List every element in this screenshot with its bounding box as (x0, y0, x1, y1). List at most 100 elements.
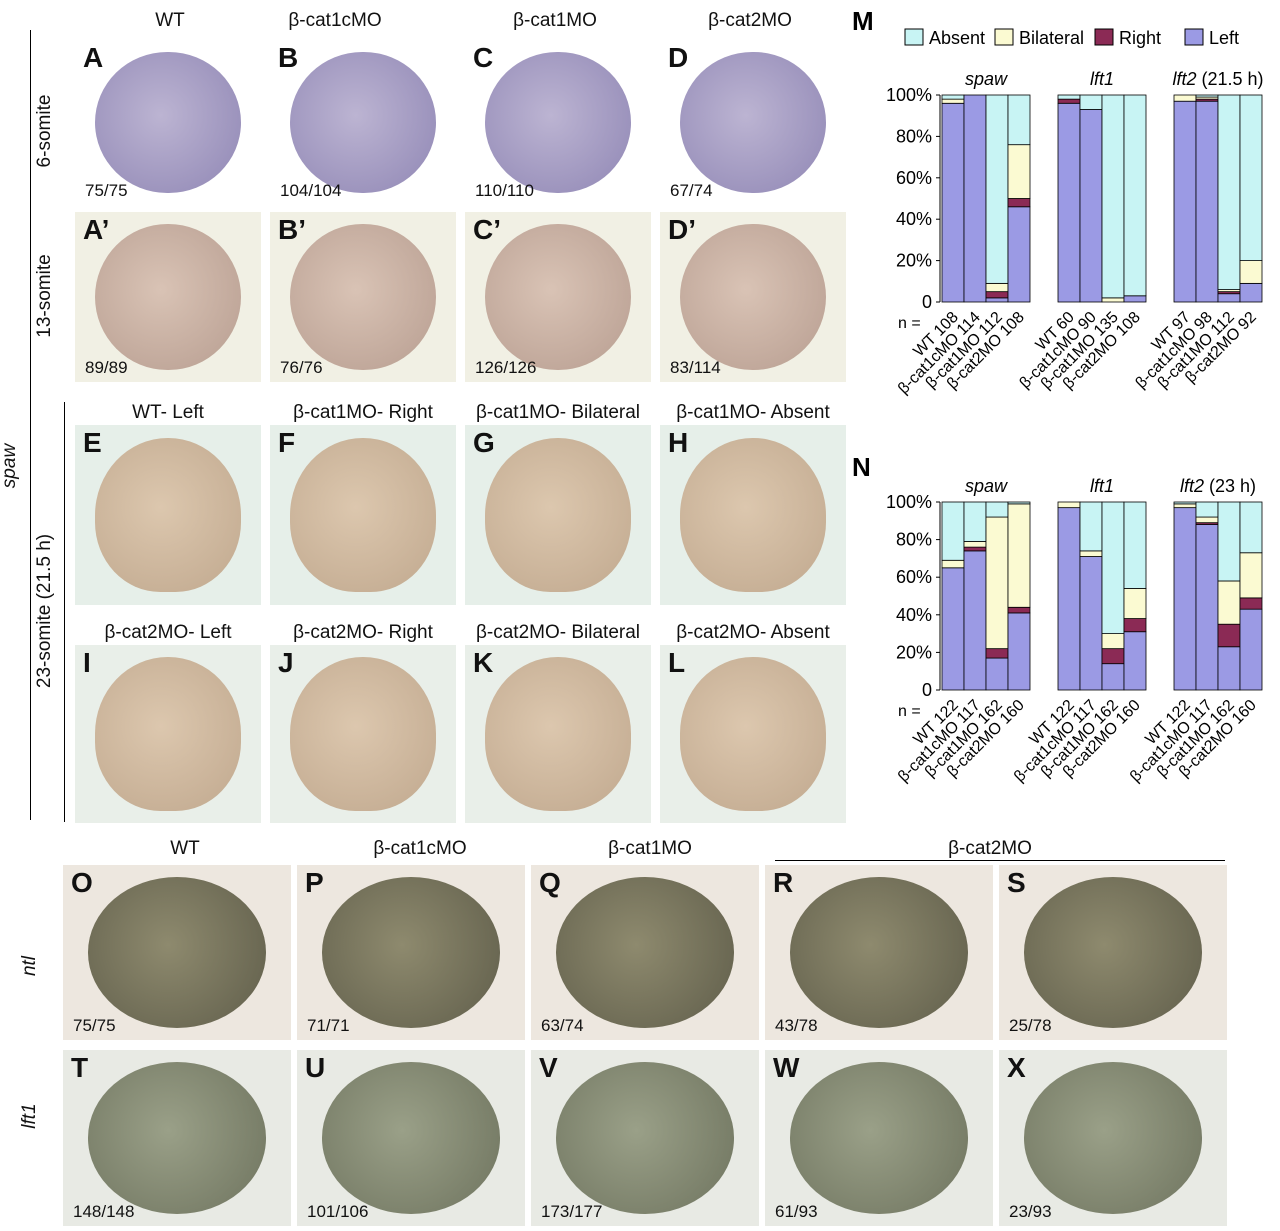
panel-13somite: D’ 83/114 (660, 212, 846, 382)
n-label: n = (898, 703, 921, 720)
legend-label: Right (1119, 28, 1161, 48)
y-tick-label: 80% (896, 126, 932, 146)
col-title-wt: WT (155, 10, 185, 31)
legend-label: Left (1209, 28, 1239, 48)
bar-segment-absent (1239, 94, 1263, 262)
bar-segment-left (1057, 102, 1081, 303)
group-title: lft1 (1090, 476, 1114, 496)
group-title: lft1 (1090, 69, 1114, 89)
bar-segment-absent (941, 94, 965, 100)
y-tick-label: 20% (896, 642, 932, 662)
bottom-title-wt: WT (170, 838, 200, 859)
embryo-image (290, 51, 436, 194)
bottom-title-bcat1c: β-cat1cMO (373, 838, 467, 859)
embryo-image (95, 437, 241, 593)
legend-label: Bilateral (1019, 28, 1084, 48)
panel-letter: F (278, 427, 296, 458)
embryo-image (322, 877, 500, 1028)
panel-6somite: A 75/75 (75, 40, 261, 205)
bar-segment-absent (1173, 501, 1197, 505)
bar-segment-left (1079, 556, 1103, 691)
col-title-bcat1c: β-cat1cMO (288, 10, 382, 31)
y-tick-label: 0 (922, 680, 932, 700)
bar-segment-right (1123, 618, 1147, 633)
y-tick-label: 0 (922, 292, 932, 312)
bar-segment-bilateral (1173, 94, 1197, 102)
panel-23somite: H (660, 425, 846, 605)
bar-segment-right (985, 648, 1009, 659)
y-tick-label: 20% (896, 251, 932, 271)
bar-segment-absent (1217, 94, 1241, 290)
panel-letter: A’ (83, 214, 110, 245)
panel-ntl: P 71/71 (297, 865, 525, 1040)
panel-lft1: W 61/93 (765, 1050, 993, 1226)
bar-segment-absent (1123, 501, 1147, 589)
embryo-image (556, 1062, 734, 1214)
panel-6somite: D 67/74 (660, 40, 846, 205)
y-tick-label: 40% (896, 209, 932, 229)
panel-13somite: A’ 89/89 (75, 212, 261, 382)
panel-count: 173/177 (541, 1202, 603, 1221)
bar-segment-left (1173, 100, 1197, 303)
panel-23somite: E (75, 425, 261, 605)
panel-count: 43/78 (775, 1016, 818, 1035)
bar-segment-absent (985, 501, 1009, 518)
embryo-image (680, 437, 826, 593)
panel-lft1: V 173/177 (531, 1050, 759, 1226)
bar-segment-bilateral (1101, 633, 1125, 650)
bar-segment-bilateral (985, 282, 1009, 293)
bottom-title-bcat2: β-cat2MO (948, 838, 1032, 859)
panel-23somite: G (465, 425, 651, 605)
y-tick-label: 100% (886, 85, 932, 105)
panel-23somite: F (270, 425, 456, 605)
bar-segment-bilateral (1217, 580, 1241, 625)
panel-lft1: X 23/93 (999, 1050, 1227, 1226)
bar-segment-absent (1217, 501, 1241, 582)
bar-segment-right (1007, 198, 1031, 208)
bar-segment-right (1239, 597, 1263, 610)
embryo-image (290, 657, 436, 811)
panel-title: β-cat2MO- Left (104, 622, 232, 643)
chart-m: M Absent Bilateral Right Left 0 20% 40% 60% 80% 10… (852, 6, 1264, 398)
panel-letter: T (71, 1052, 89, 1083)
panel-letter: S (1007, 867, 1026, 898)
panel-title: β-cat2MO- Right (293, 622, 433, 643)
panel-count: 101/106 (307, 1202, 369, 1221)
bottom-title-bcat1: β-cat1MO (608, 838, 692, 859)
bar-segment-absent (1195, 501, 1219, 518)
panel-count: 148/148 (73, 1202, 135, 1221)
panel-letter: W (773, 1052, 800, 1083)
embryo-image (680, 657, 826, 811)
panel-23somite: L (660, 645, 846, 823)
legend-swatch (904, 28, 924, 46)
panel-count: 76/76 (280, 358, 323, 377)
row-label-13somite: 13-somite (34, 254, 55, 338)
bar-segment-bilateral (1239, 552, 1263, 599)
embryo-image (290, 437, 436, 593)
panel-ntl: S 25/78 (999, 865, 1227, 1040)
row-label-6somite: 6-somite (34, 94, 55, 168)
col-title-bcat1: β-cat1MO (513, 10, 597, 31)
bar-segment-absent (1057, 94, 1081, 100)
bar-segment-left (1195, 100, 1219, 303)
row-label-ntl: ntl (19, 955, 40, 977)
panel-count: 71/71 (307, 1016, 350, 1035)
bar-segment-left (1123, 631, 1147, 691)
bar-segment-absent (1123, 94, 1147, 297)
panel-count: 61/93 (775, 1202, 818, 1221)
bar-segment-absent (941, 501, 965, 561)
panel-letter: B (278, 42, 299, 73)
bar-segment-left (985, 297, 1009, 303)
embryo-image (485, 437, 631, 593)
bar-segment-left (1007, 612, 1031, 691)
panel-letter: H (668, 427, 689, 458)
bar-segment-bilateral (941, 559, 965, 569)
panel-ntl: Q 63/74 (531, 865, 759, 1040)
embryo-image (88, 1062, 266, 1214)
panel-count: 104/104 (280, 181, 342, 200)
panel-lft1: U 101/106 (297, 1050, 525, 1226)
bar-segment-absent (1007, 94, 1031, 146)
bracket-line-spaw (30, 30, 31, 820)
bar-segment-left (1217, 293, 1241, 303)
bar-segment-left (1123, 295, 1147, 303)
